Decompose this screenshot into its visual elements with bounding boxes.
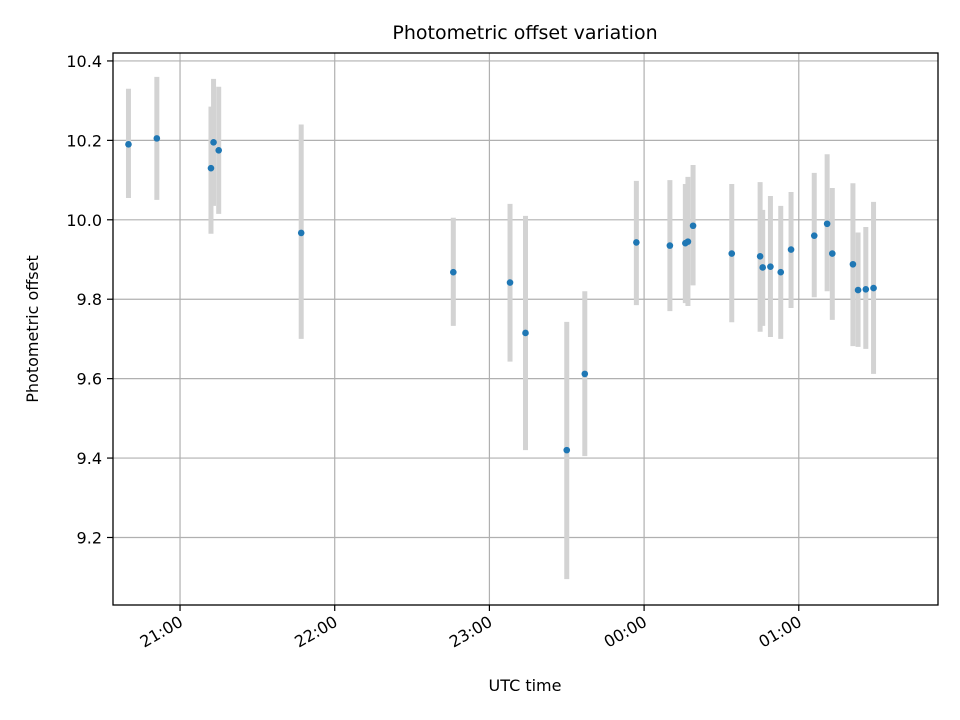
chart-title: Photometric offset variation bbox=[392, 22, 657, 44]
y-axis-label: Photometric offset bbox=[23, 255, 42, 403]
data-point bbox=[125, 141, 132, 148]
data-point bbox=[823, 220, 831, 228]
data-point bbox=[854, 286, 862, 294]
data-points bbox=[125, 135, 877, 454]
y-tick-label: 10.2 bbox=[66, 131, 102, 150]
data-point bbox=[450, 268, 457, 276]
data-point bbox=[633, 239, 640, 246]
data-point bbox=[506, 279, 514, 286]
y-tick-label: 9.8 bbox=[77, 290, 102, 309]
data-point bbox=[810, 232, 818, 239]
data-point bbox=[522, 329, 529, 337]
data-point bbox=[777, 268, 785, 276]
data-point bbox=[756, 253, 764, 260]
data-point bbox=[787, 246, 795, 253]
data-point bbox=[297, 229, 305, 237]
data-point bbox=[728, 250, 736, 257]
data-point bbox=[862, 285, 870, 293]
y-tick-label: 10.4 bbox=[66, 52, 102, 71]
plot-frame bbox=[112, 52, 939, 606]
data-point bbox=[689, 222, 697, 230]
x-axis-label: UTC time bbox=[489, 676, 562, 695]
data-point bbox=[666, 242, 674, 249]
data-point bbox=[767, 263, 774, 270]
data-point bbox=[210, 139, 217, 146]
y-tick-label: 9.2 bbox=[77, 528, 102, 547]
data-point bbox=[581, 370, 589, 378]
y-tick-label: 10.0 bbox=[66, 211, 102, 230]
data-point bbox=[207, 164, 215, 172]
data-point bbox=[870, 284, 877, 292]
data-point bbox=[684, 238, 692, 245]
data-point bbox=[153, 135, 161, 142]
data-point bbox=[215, 146, 223, 154]
y-tick-label: 9.6 bbox=[77, 370, 102, 389]
data-point bbox=[828, 250, 836, 257]
data-point bbox=[563, 446, 571, 454]
y-tick-label: 9.4 bbox=[77, 449, 102, 468]
data-point bbox=[759, 264, 766, 271]
data-point bbox=[849, 260, 857, 268]
